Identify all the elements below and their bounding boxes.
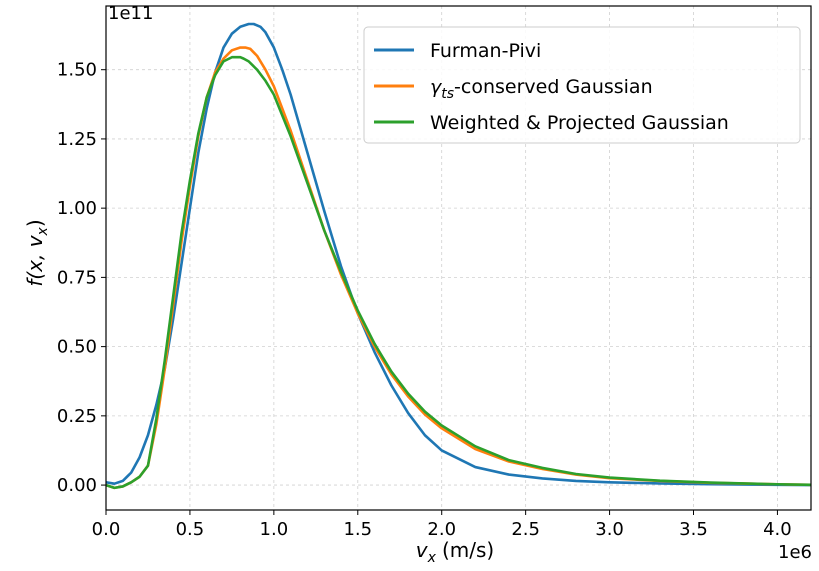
legend-label-gamma-ts-gaussian: γts-conserved Gaussian: [430, 76, 653, 102]
legend-box: [363, 26, 801, 144]
y-axis-label: f(x, vx): [23, 219, 51, 286]
x-tick-label: 3.5: [679, 519, 708, 540]
legend-label-furman-pivi: Furman-Pivi: [430, 40, 541, 62]
legend-gamma-sub: ts: [441, 86, 454, 102]
x-tick-label: 1.0: [260, 519, 289, 540]
x-tick-label: 3.0: [595, 519, 624, 540]
y-tick-label: 0.25: [57, 406, 97, 427]
y-tick-label: 1.00: [57, 198, 97, 219]
plot-frame: [105, 5, 812, 511]
x-multiplier: 1e6: [778, 542, 812, 563]
y-axis-label-main: f(x, v: [23, 234, 47, 286]
x-tick-label: 2.5: [511, 519, 540, 540]
legend-label-weighted-projected-gaussian: Weighted & Projected Gaussian: [430, 112, 729, 134]
y-axis-label-close: ): [23, 219, 47, 227]
x-tick-label: 0.5: [176, 519, 205, 540]
x-axis-label-var: v: [416, 538, 429, 562]
x-axis-label: vx (m/s): [416, 538, 494, 566]
y-tick-label: 1.25: [57, 129, 97, 150]
legend-gamma-text: -conserved Gaussian: [454, 76, 653, 98]
x-tick-label: 1.5: [343, 519, 372, 540]
y-tick-label: 0.50: [57, 337, 97, 358]
y-multiplier: 1e11: [108, 3, 153, 24]
ticks: 0.0 0.5 1.0 1.5 2.0 2.5 3.0 3.5 4.0 0.00 0.25 0.50 0…: [57, 60, 792, 540]
series-layer: [106, 22, 811, 490]
series-line-weighted-projected-gaussian: [106, 55, 811, 490]
x-axis-label-unit: (m/s): [442, 538, 494, 562]
y-axis-label-sub: x: [35, 226, 51, 236]
x-tick-label: 4.0: [763, 519, 792, 540]
legend: Furman-Pivi γts-conserved Gaussian Weigh…: [363, 26, 801, 144]
x-tick-label: 0.0: [92, 519, 121, 540]
legend-gamma-symbol: γ: [430, 76, 443, 98]
y-tick-label: 1.50: [57, 60, 97, 81]
y-tick-label: 0.75: [57, 267, 97, 288]
x-axis-label-sub: x: [427, 550, 437, 566]
x-tick-label: 2.0: [427, 519, 456, 540]
y-tick-label: 0.00: [57, 475, 97, 496]
